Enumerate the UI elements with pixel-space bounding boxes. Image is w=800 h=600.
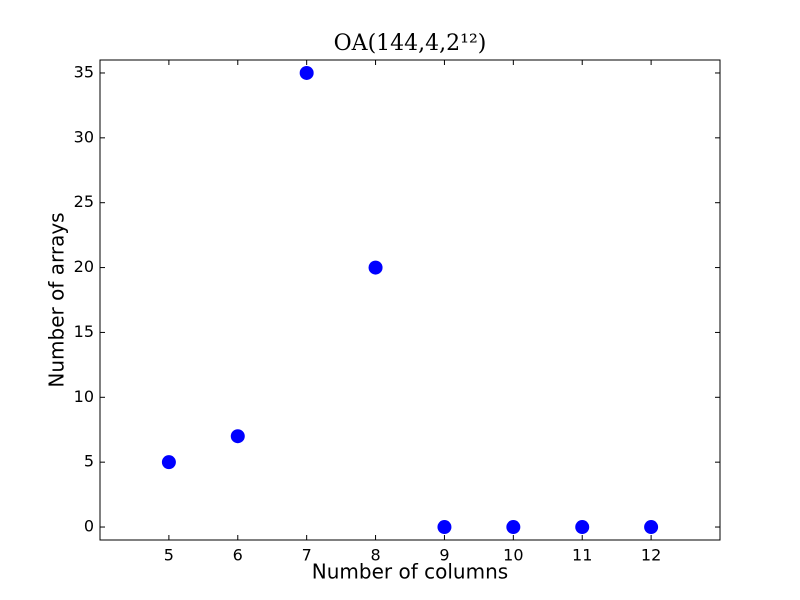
point bbox=[437, 520, 452, 535]
point bbox=[368, 260, 383, 275]
point bbox=[230, 429, 245, 444]
y-tick-label: 35 bbox=[74, 62, 94, 81]
y-axis-label: Number of arrays bbox=[45, 212, 69, 387]
x-axis-label: Number of columns bbox=[312, 560, 508, 584]
point bbox=[575, 520, 590, 535]
y-tick-label: 30 bbox=[74, 127, 94, 146]
y-tick-label: 20 bbox=[74, 257, 94, 276]
y-tick-label: 10 bbox=[74, 387, 94, 406]
chart-title: OA(144,4,2¹²) bbox=[334, 31, 487, 56]
y-tick-label: 25 bbox=[74, 192, 94, 211]
y-tick-label: 0 bbox=[84, 517, 94, 536]
x-tick-label: 7 bbox=[302, 546, 312, 565]
point bbox=[161, 455, 176, 470]
x-tick-label: 11 bbox=[572, 546, 592, 565]
x-tick-label: 10 bbox=[503, 546, 523, 565]
x-tick-label: 6 bbox=[233, 546, 243, 565]
point bbox=[299, 65, 314, 80]
plot-frame bbox=[99, 59, 721, 541]
point bbox=[644, 520, 659, 535]
point bbox=[506, 520, 521, 535]
x-tick-label: 9 bbox=[439, 546, 449, 565]
y-tick-label: 5 bbox=[84, 452, 94, 471]
y-tick-label: 15 bbox=[74, 322, 94, 341]
x-tick-label: 5 bbox=[164, 546, 174, 565]
x-tick-label: 8 bbox=[370, 546, 380, 565]
x-tick-label: 12 bbox=[641, 546, 661, 565]
